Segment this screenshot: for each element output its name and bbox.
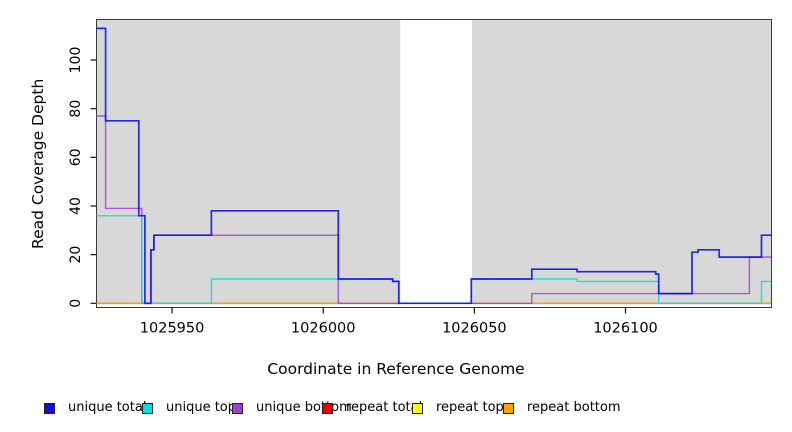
y-tick-label-20: 20 (68, 246, 84, 264)
y-tick-label-80: 80 (68, 100, 84, 118)
legend-swatch-unique-top (142, 402, 153, 414)
legend-label: unique top (166, 400, 237, 415)
y-tick-label-40: 40 (68, 197, 84, 215)
x-tick-label-1026050: 1026050 (442, 321, 507, 337)
x-tick-label-1026000: 1026000 (291, 321, 356, 337)
coverage-chart-canvas: 0 20 40 60 80 100 1025950 1026000 1026050 1026100 (68, 19, 772, 337)
y-tick-label-100: 100 (68, 47, 84, 74)
legend-label: repeat top (436, 400, 504, 415)
legend-item-repeat-bottom: repeat bottom (503, 399, 621, 417)
legend-item-unique-total: unique total (44, 399, 146, 417)
series-line-unique-total (96, 27, 771, 305)
background-band-1 (471, 20, 772, 305)
chart-legend: unique total unique top unique bottom repea… (0, 399, 792, 421)
legend-label: repeat total (346, 400, 423, 415)
y-tick-label-0: 0 (68, 299, 84, 308)
y-axis-title: Read Coverage Depth (29, 78, 47, 249)
x-tick-label-1026100: 1026100 (593, 321, 658, 337)
y-tick-label-60: 60 (68, 148, 84, 166)
x-axis-title: Coordinate in Reference Genome (267, 360, 525, 378)
legend-item-repeat-top: repeat top (412, 399, 504, 417)
plot-frame (96, 19, 772, 308)
legend-label: repeat bottom (527, 400, 621, 415)
legend-swatch-repeat-top (412, 402, 423, 414)
background-band-0 (96, 20, 401, 305)
legend-item-unique-top: unique top (142, 399, 236, 417)
legend-swatch-unique-bottom (232, 402, 243, 414)
legend-swatch-repeat-bottom (503, 402, 514, 414)
legend-swatch-repeat-total (322, 402, 333, 414)
legend-item-repeat-total: repeat total (322, 399, 422, 417)
x-tick-label-1025950: 1025950 (140, 321, 205, 337)
legend-label: unique total (68, 400, 147, 415)
legend-swatch-unique-total (44, 402, 55, 414)
